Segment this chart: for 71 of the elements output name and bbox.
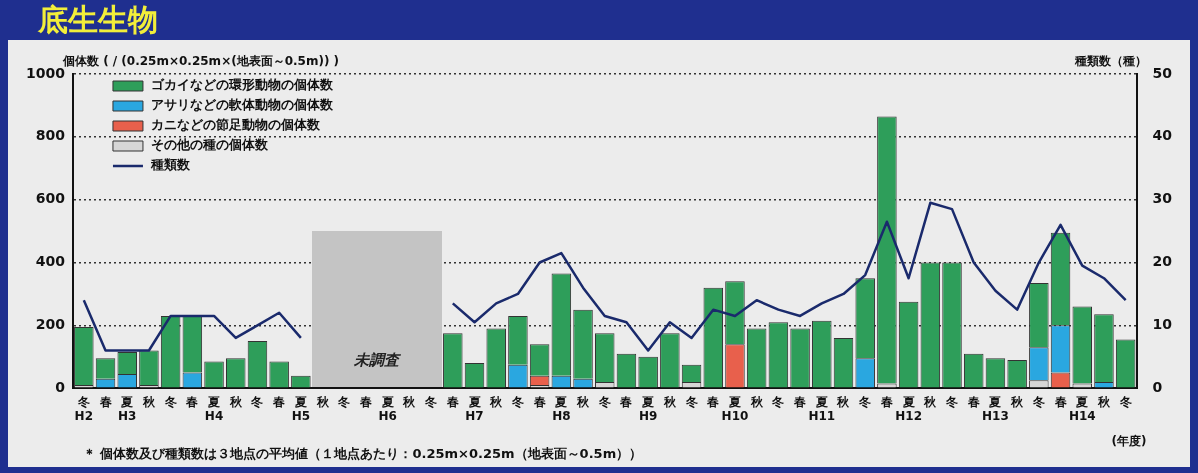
- x-tick-label: 秋: [576, 394, 591, 409]
- x-tick-label: 夏 H3: [118, 394, 137, 423]
- y-tick-label: 600: [35, 190, 66, 207]
- x-tick-label: 春: [1053, 394, 1067, 409]
- x-tick-label: 冬: [858, 394, 872, 409]
- x-tick-label: 秋: [836, 394, 851, 409]
- x-tick-label: 春: [879, 394, 893, 409]
- x-tick-label: 夏 H12: [895, 394, 922, 423]
- x-tick-label: 夏 H10: [721, 394, 749, 423]
- legend-label: その他の種の個体数: [150, 137, 269, 153]
- y2-tick-label: 30: [1152, 190, 1173, 207]
- x-tick-label: 夏 H7: [465, 394, 484, 423]
- x-tick-label: 夏 H13: [982, 394, 1009, 423]
- x-tick-label: 冬: [250, 394, 264, 409]
- x-tick-label: 冬: [684, 394, 698, 409]
- annotation: 未調査: [353, 351, 402, 371]
- y2-tick-label: 0: [1152, 378, 1163, 395]
- x-tick-label: 春: [532, 394, 546, 409]
- x-tick-label: 秋: [315, 394, 330, 409]
- legend-label: アサリなどの軟体動物の個体数: [150, 97, 334, 113]
- y2-tick-label: 50: [1152, 64, 1173, 81]
- y-tick-label: 200: [35, 316, 66, 332]
- x-tick-label: 秋: [1096, 394, 1111, 409]
- x-tick-label: 夏 H6: [378, 394, 397, 423]
- legend-label: 種類数: [149, 157, 191, 173]
- y2-tick-label: 40: [1152, 127, 1173, 144]
- x-tick-label: 夏 H5: [291, 394, 311, 423]
- chart-title: 底生生物: [37, 1, 159, 39]
- x-tick-label: 夏 H8: [552, 394, 571, 423]
- x-tick-label: 秋: [402, 394, 417, 409]
- x-tick-label: 冬: [163, 394, 177, 409]
- y-tick-label: 0: [55, 378, 66, 395]
- x-tick-label: 春: [445, 394, 459, 409]
- x-tick-label: 冬 H2: [74, 394, 94, 423]
- legend-label: ゴカイなどの環形動物の個体数: [150, 77, 334, 93]
- x-tick-label: 春: [793, 394, 807, 409]
- x-tick-label: 冬: [1031, 394, 1045, 409]
- x-tick-label: 春: [966, 394, 980, 409]
- x-tick-label: 秋: [923, 394, 938, 409]
- y2-axis-title: 種類数（種）: [1073, 54, 1147, 69]
- x-tick-label: 冬: [510, 394, 524, 409]
- legend-label: カニなどの節足動物の個体数: [150, 117, 321, 133]
- x-tick-label: 冬: [597, 394, 611, 409]
- x-tick-label: 秋: [1010, 394, 1025, 409]
- x-tick-label: 秋: [662, 394, 677, 409]
- x-tick-label: 夏 H4: [204, 394, 224, 423]
- x-axis-title: (年度): [1111, 434, 1147, 449]
- text: ＊ 個体数及び種類数は３地点の平均値（１地点あたり：0.25m×0.25m（地表面～0.5m））: [82, 446, 643, 462]
- y-axis-title: 個体数 ( / (0.25m×0.25m×(地表面～0.5m)) ): [61, 54, 340, 69]
- x-tick-label: 春: [272, 394, 286, 409]
- x-tick-label: 春: [706, 394, 720, 409]
- x-tick-label: 春: [98, 394, 112, 409]
- x-tick-label: 秋: [228, 394, 243, 409]
- x-tick-label: 冬: [771, 394, 785, 409]
- x-tick-label: 秋: [749, 394, 764, 409]
- x-tick-label: 冬: [424, 394, 438, 409]
- x-tick-label: 秋: [141, 394, 156, 409]
- x-tick-label: 春: [619, 394, 633, 409]
- x-tick-label: 夏 H11: [808, 394, 836, 423]
- x-tick-label: 冬: [337, 394, 351, 409]
- x-tick-label: 夏 H9: [638, 394, 658, 423]
- y-tick-label: 800: [35, 127, 66, 144]
- x-tick-label: 秋: [489, 394, 504, 409]
- x-tick-label: 春: [185, 394, 199, 409]
- x-tick-label: 冬: [1118, 394, 1132, 409]
- y2-tick-label: 20: [1152, 253, 1173, 270]
- y2-tick-label: 10: [1152, 316, 1173, 332]
- x-tick-label: 春: [358, 394, 372, 409]
- y-tick-label: 400: [35, 253, 66, 270]
- x-tick-label: 夏 H14: [1068, 394, 1096, 423]
- x-tick-label: 冬: [945, 394, 959, 409]
